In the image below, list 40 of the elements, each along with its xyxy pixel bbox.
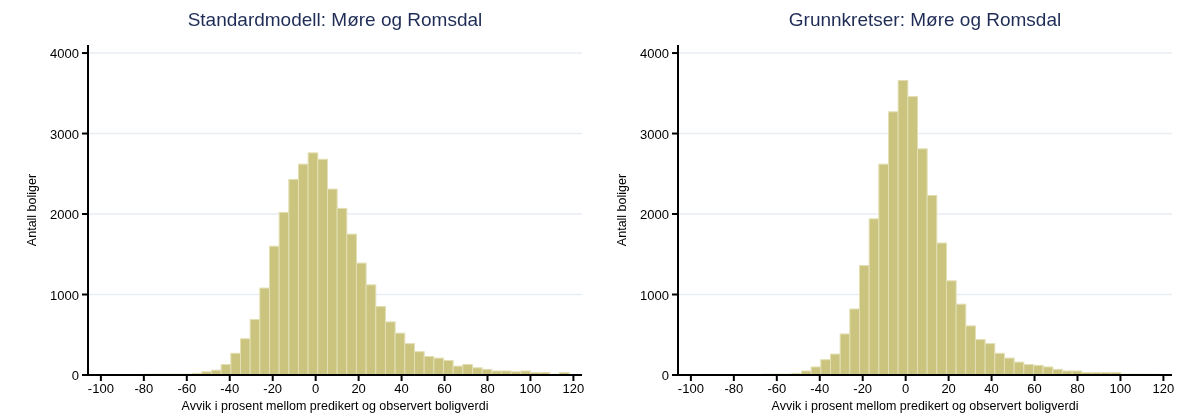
y-axis-title: Antall boliger <box>25 173 39 247</box>
y-tick-label: 1000 <box>50 287 79 303</box>
x-tick-label: 0 <box>312 381 320 396</box>
x-tick-label: -40 <box>810 381 830 396</box>
chart-title: Standardmodell: Møre og Romsdal <box>187 9 483 30</box>
y-tick-label: 2000 <box>50 207 79 223</box>
x-tick-label: 120 <box>1152 381 1175 396</box>
x-tick-label: 40 <box>984 381 999 396</box>
x-tick-label: 80 <box>480 381 495 396</box>
x-tick-label: -60 <box>177 381 197 396</box>
chart-title: Grunnkretser: Møre og Romsdal <box>788 9 1062 30</box>
y-tick-label: 3000 <box>50 126 79 142</box>
x-tick-label: -80 <box>134 381 154 396</box>
y-tick-label: 1000 <box>640 287 669 303</box>
y-tick-label: 0 <box>71 368 79 383</box>
x-tick-label: 120 <box>562 381 585 396</box>
x-tick-label: 20 <box>941 381 956 396</box>
x-axis-title: Avvik i prosent mellom predikert og observert boligverdi <box>181 399 489 413</box>
y-tick-label: 2000 <box>640 207 669 223</box>
x-tick-label: 60 <box>1027 381 1042 396</box>
x-axis-title: Avvik i prosent mellom predikert og observert boligverdi <box>771 399 1079 413</box>
y-tick-label: 3000 <box>640 126 669 142</box>
x-tick-label: -40 <box>220 381 240 396</box>
y-axis-title: Antall boliger <box>615 173 629 247</box>
x-tick-label: -20 <box>853 381 873 396</box>
x-tick-label: -100 <box>87 381 114 396</box>
x-tick-label: -80 <box>724 381 744 396</box>
x-tick-label: 20 <box>351 381 366 396</box>
x-tick-label: -60 <box>767 381 787 396</box>
y-tick-label: 0 <box>661 368 669 383</box>
x-tick-label: 80 <box>1070 381 1085 396</box>
x-tick-label: 40 <box>394 381 409 396</box>
x-tick-label: 0 <box>902 381 910 396</box>
y-tick-label: 4000 <box>640 46 669 62</box>
x-tick-label: 100 <box>1109 381 1132 396</box>
x-tick-label: 60 <box>437 381 452 396</box>
x-tick-label: -20 <box>263 381 283 396</box>
x-tick-label: -100 <box>677 381 704 396</box>
x-tick-label: 100 <box>519 381 542 396</box>
y-tick-label: 4000 <box>50 46 79 62</box>
